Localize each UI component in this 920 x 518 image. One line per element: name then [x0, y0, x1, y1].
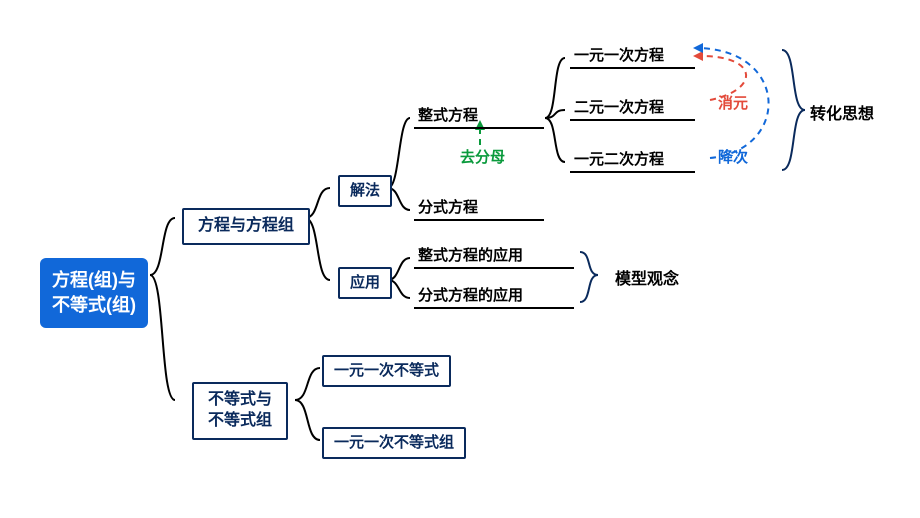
- node-solve-label: 解法: [350, 182, 380, 199]
- node-ineq1: 一元一次不等式: [322, 355, 451, 387]
- node-ineq-line2: 不等式组: [208, 411, 272, 432]
- node-eq-group-label: 方程与方程组: [198, 217, 294, 234]
- brace-ineq: [295, 368, 320, 440]
- root-node: 方程(组)与 不等式(组): [40, 258, 148, 328]
- bracket-transform: [782, 50, 805, 170]
- node-int-eq: 整式方程: [414, 102, 544, 129]
- annot-reduce-label: 降次: [718, 149, 748, 166]
- node-int-app-label: 整式方程的应用: [418, 247, 523, 264]
- node-ineq1-label: 一元一次不等式: [334, 362, 439, 379]
- node-frac-app-label: 分式方程的应用: [418, 287, 523, 304]
- root-line1: 方程(组)与: [52, 268, 136, 293]
- node-frac-eq: 分式方程: [414, 194, 544, 221]
- node-apply-label: 应用: [350, 274, 380, 291]
- node-apply: 应用: [338, 267, 392, 299]
- node-int-app: 整式方程的应用: [414, 242, 574, 269]
- node-e2: 二元一次方程: [570, 94, 695, 121]
- node-ineq2: 一元一次不等式组: [322, 427, 466, 459]
- node-ineq-line1: 不等式与: [208, 390, 272, 411]
- node-e1-label: 一元一次方程: [574, 47, 664, 64]
- node-ineq2-label: 一元一次不等式组: [334, 434, 454, 451]
- annot-model-label: 模型观念: [615, 271, 679, 288]
- node-frac-app: 分式方程的应用: [414, 282, 574, 309]
- annot-transform: 转化思想: [810, 100, 874, 124]
- annot-elim: 消元: [718, 92, 748, 113]
- node-e1: 一元一次方程: [570, 42, 695, 69]
- annot-model: 模型观念: [615, 265, 679, 289]
- annot-transform-label: 转化思想: [810, 106, 874, 123]
- root-line2: 不等式(组): [52, 293, 136, 318]
- node-e2-label: 二元一次方程: [574, 99, 664, 116]
- annot-remove-denom: 去分母: [460, 146, 505, 167]
- node-e3: 一元二次方程: [570, 146, 695, 173]
- node-eq-group: 方程与方程组: [182, 208, 310, 245]
- brace-root: [150, 218, 175, 400]
- node-e3-label: 一元二次方程: [574, 151, 664, 168]
- bracket-model: [580, 252, 598, 302]
- annot-remove-denom-label: 去分母: [460, 149, 505, 166]
- annot-elim-label: 消元: [718, 95, 748, 112]
- node-ineq-group: 不等式与 不等式组: [192, 382, 288, 440]
- node-frac-eq-label: 分式方程: [418, 199, 478, 216]
- brace-inteq: [545, 58, 565, 162]
- node-solve: 解法: [338, 175, 392, 207]
- annot-reduce: 降次: [718, 146, 748, 167]
- node-int-eq-label: 整式方程: [418, 107, 478, 124]
